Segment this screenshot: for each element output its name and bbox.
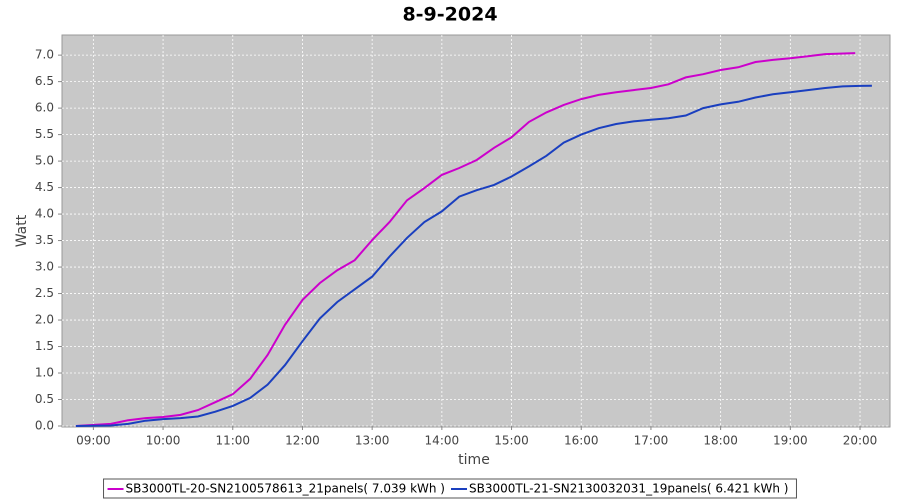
legend-entry: SB3000TL-20-SN2100578613_21panels( 7.039… [126,482,445,496]
x-tick-label: 15:00 [494,434,529,448]
y-tick-label: 0.0 [35,419,54,433]
series-line [75,52,856,427]
x-tick-label: 16:00 [564,434,599,448]
series-line [75,84,872,427]
chart-title: 8-9-2024 [402,4,497,26]
x-tick-label: 10:00 [146,434,181,448]
y-tick-label: 3.5 [35,233,54,247]
legend: SB3000TL-20-SN2100578613_21panels( 7.039… [103,478,797,499]
x-tick-label: 20:00 [843,434,878,448]
plot-area [61,34,891,428]
x-tick-label: 09:00 [76,434,111,448]
y-tick-label: 1.0 [35,366,54,380]
x-tick-label: 12:00 [285,434,320,448]
x-tick-label: 17:00 [634,434,669,448]
x-tick-label: 14:00 [425,434,460,448]
y-tick-label: 3.0 [35,260,54,274]
legend-box [103,478,797,499]
y-tick-label: 6.5 [35,74,54,88]
y-tick-label: 2.0 [35,313,54,327]
y-tick-label: 6.0 [35,101,54,115]
y-axis-label: Watt [14,214,30,247]
x-tick-label: 11:00 [215,434,250,448]
y-tick-label: 1.5 [35,339,54,353]
x-axis-label: time [458,452,490,468]
x-tick-label: 13:00 [355,434,390,448]
y-tick-label: 7.0 [35,48,54,62]
y-tick-label: 4.0 [35,207,54,221]
y-tick-label: 0.5 [35,392,54,406]
x-tick-label: 18:00 [703,434,738,448]
legend-entry: SB3000TL-21-SN2130032031_19panels( 6.421… [469,482,788,496]
x-tick-label: 19:00 [773,434,808,448]
y-tick-label: 5.5 [35,127,54,141]
y-tick-label: 2.5 [35,286,54,300]
y-tick-label: 4.5 [35,180,54,194]
y-tick-label: 5.0 [35,154,54,168]
